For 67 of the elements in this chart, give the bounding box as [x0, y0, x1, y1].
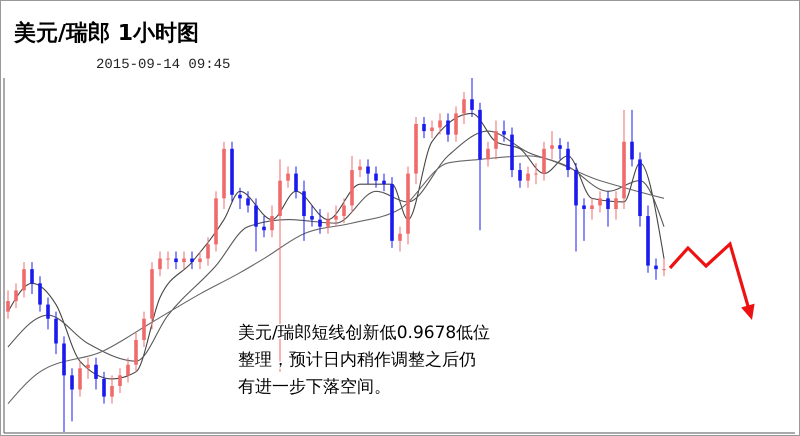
annotation: 有进一步下落空间。: [238, 377, 391, 397]
candlestick: [246, 190, 250, 214]
candlestick: [70, 368, 74, 422]
candlestick: [446, 112, 450, 142]
candlestick: [22, 262, 26, 298]
candlestick: [126, 357, 130, 383]
candlestick: [374, 166, 378, 188]
annotation: 整理，预计日内稍作调整之后仍: [238, 350, 476, 370]
candlestick: [102, 371, 106, 404]
candlestick: [198, 250, 202, 270]
candlestick: [334, 204, 338, 228]
candlestick: [206, 236, 210, 266]
candlestick: [566, 141, 570, 178]
candlestick: [86, 357, 90, 380]
candlestick: [326, 212, 330, 234]
candlestick: [182, 250, 186, 270]
candlestick: [270, 204, 274, 238]
candlestick: [310, 204, 314, 228]
candlestick: [502, 120, 506, 142]
candlestick: [550, 130, 554, 160]
candlestick: [486, 141, 490, 167]
candlestick: [582, 198, 586, 242]
chart-title: 美元/瑞郎 1小时图: [13, 20, 200, 46]
candlestick: [358, 158, 362, 178]
candlestick: [470, 78, 474, 118]
candlestick: [534, 162, 538, 185]
candlestick: [78, 360, 82, 398]
candlestick: [166, 250, 170, 270]
candlestick: [606, 190, 610, 228]
candlestick: [598, 190, 602, 214]
candlestick: [438, 112, 442, 136]
candlestick: [254, 198, 258, 252]
candlestick: [454, 106, 458, 142]
candlestick: [142, 311, 146, 348]
candlestick: [38, 276, 42, 312]
candlestick: [518, 162, 522, 188]
candlestick: [30, 262, 34, 294]
candlestick: [422, 116, 426, 139]
candlestick: [366, 158, 370, 185]
candlestick: [526, 166, 530, 188]
candlestick: [382, 173, 386, 192]
candlestick: [462, 92, 466, 125]
candlestick: [6, 290, 10, 320]
candlestick: [494, 120, 498, 160]
candlestick: [174, 250, 178, 270]
candlestick: [342, 198, 346, 224]
candlestick: [318, 208, 322, 234]
candlestick: [46, 296, 50, 330]
candlestick: [614, 190, 618, 220]
candlestick: [630, 109, 634, 167]
candlestick: [430, 120, 434, 139]
candlestick: [558, 138, 562, 160]
candlestick: [262, 216, 266, 238]
candlestick: [294, 166, 298, 199]
candlestick: [158, 250, 162, 277]
candlestick: [654, 258, 658, 280]
chart-subtitle: 2015-09-14 09:45: [96, 57, 230, 73]
candlestick: [286, 166, 290, 188]
candlestick: [662, 258, 666, 277]
candlestick: [590, 198, 594, 220]
candlestick: [110, 374, 114, 404]
candlestick: [190, 250, 194, 270]
candlestick: [118, 368, 122, 394]
candlestick: [14, 282, 18, 309]
candlestick: [398, 226, 402, 252]
candlestick: [94, 357, 98, 390]
candlestick: [238, 187, 242, 210]
